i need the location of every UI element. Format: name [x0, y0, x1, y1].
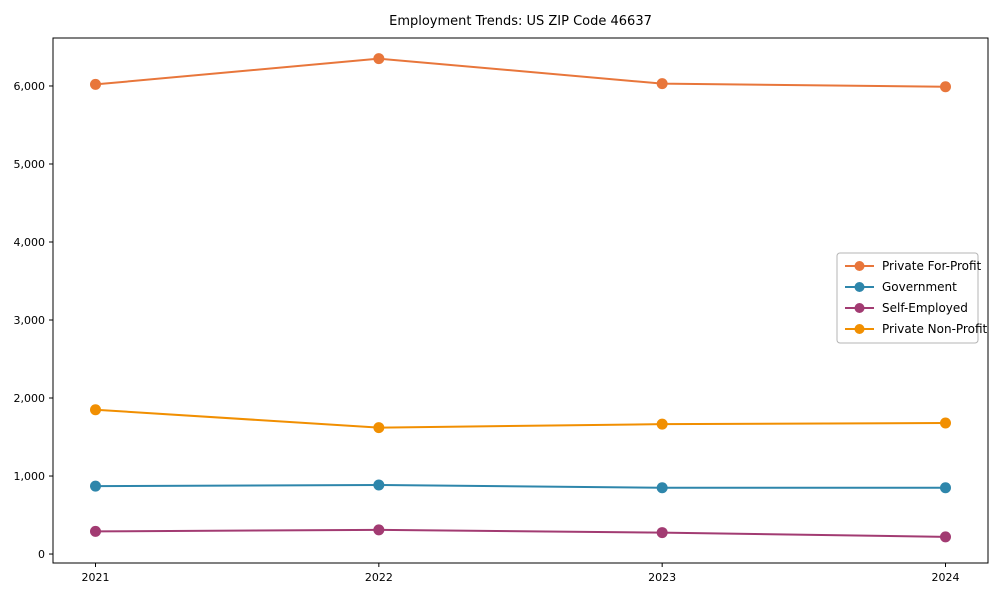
legend-item: Self-Employed — [845, 301, 968, 315]
data-point-marker — [656, 418, 668, 430]
data-point-marker — [373, 524, 385, 536]
series-line-private-for-profit — [95, 57, 946, 88]
series-line-government — [95, 483, 946, 489]
data-point-marker — [940, 417, 951, 429]
x-tick-label: 2021 — [82, 571, 110, 584]
series-line-private-non-profit — [95, 408, 946, 429]
y-tick-label: 5,000 — [14, 158, 46, 171]
legend-label: Government — [882, 280, 957, 294]
y-tick-label: 0 — [38, 548, 45, 561]
legend-box — [836, 252, 979, 344]
data-point-marker — [656, 482, 668, 494]
data-point-marker — [90, 404, 101, 416]
legend-item: Government — [845, 280, 957, 294]
plot-border — [52, 37, 989, 564]
legend-marker — [854, 261, 865, 271]
legend: Private For-Profit Government Self-Employe… — [836, 252, 988, 344]
data-point-marker — [373, 422, 385, 434]
data-point-marker — [90, 78, 101, 90]
y-tick-label: 1,000 — [14, 470, 46, 483]
legend-item: Private For-Profit — [845, 259, 982, 273]
legend-label: Private For-Profit — [882, 259, 982, 273]
y-tick-label: 4,000 — [14, 236, 46, 249]
x-tick-label: 2023 — [648, 571, 676, 584]
data-point-marker — [90, 525, 101, 537]
data-point-marker — [940, 81, 951, 93]
chart-title: Employment Trends: US ZIP Code 46637 — [389, 14, 652, 29]
data-point-marker — [940, 482, 951, 494]
y-tick-label: 3,000 — [14, 314, 46, 327]
series-line-self-employed — [95, 528, 946, 538]
legend-item: Private Non-Profit — [845, 322, 988, 336]
x-tick-label: 2024 — [932, 571, 960, 584]
y-tick-label: 6,000 — [14, 80, 46, 93]
legend-label: Private Non-Profit — [882, 322, 988, 336]
data-point-marker — [656, 527, 668, 539]
legend-marker — [854, 282, 865, 292]
x-tick-label: 2022 — [365, 571, 393, 584]
legend-label: Self-Employed — [882, 301, 968, 315]
data-point-marker — [940, 531, 951, 543]
legend-marker — [854, 303, 865, 313]
data-point-marker — [90, 480, 101, 492]
legend-marker — [854, 324, 865, 334]
y-tick-label: 2,000 — [14, 392, 46, 405]
data-point-marker — [656, 78, 668, 90]
data-point-marker — [373, 53, 385, 65]
data-point-marker — [373, 479, 385, 491]
